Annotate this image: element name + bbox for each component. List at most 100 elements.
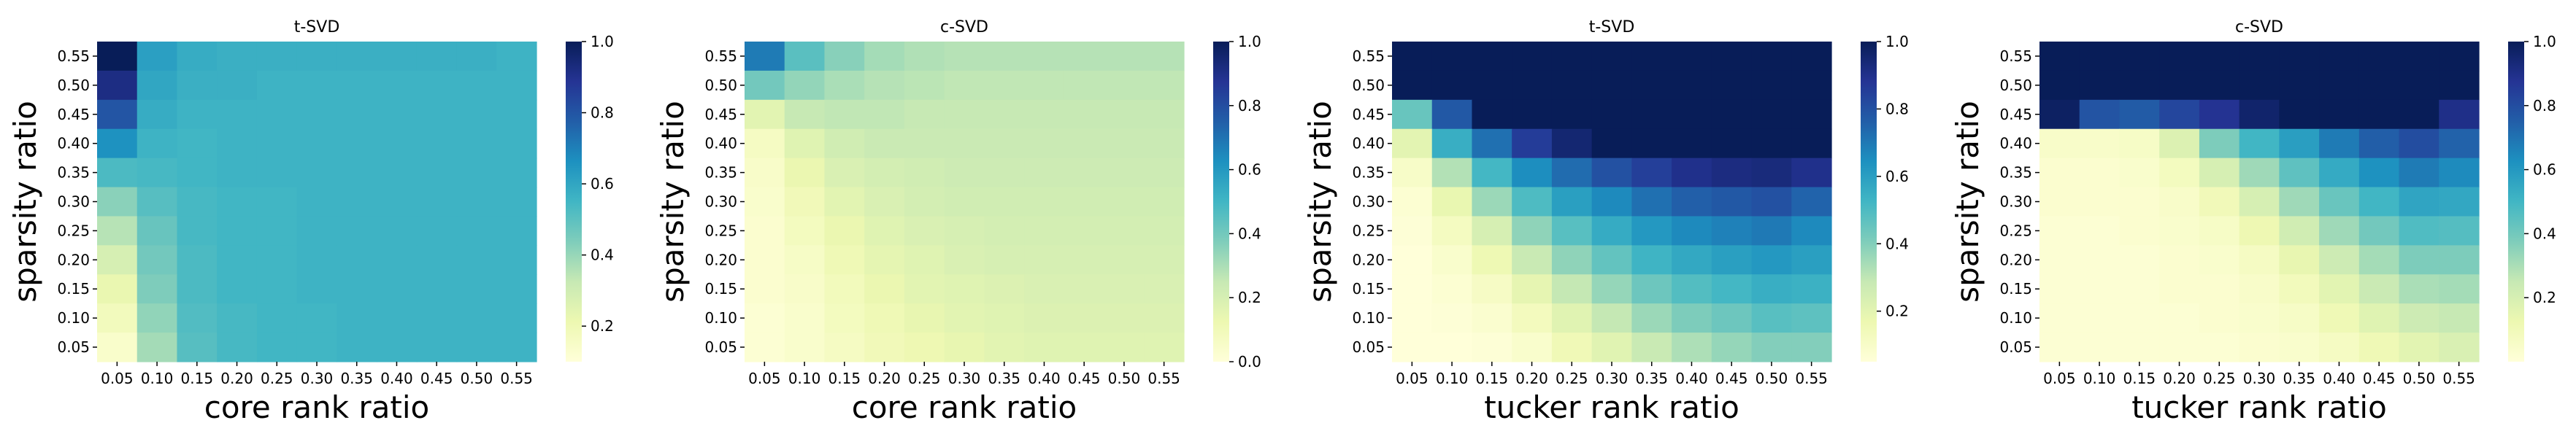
heatmap-cell [137, 245, 178, 275]
heatmap-cell [496, 245, 537, 275]
heatmap-cell [177, 245, 218, 275]
heatmap-cell [1791, 187, 1832, 217]
heatmap-cell [864, 187, 905, 217]
heatmap-cell [377, 274, 418, 304]
heatmap-panel-4: c-SVD 0.05 0.10 0.15 0.20 0.25 0.30 0.35 0.40 0.4… [1950, 18, 2556, 425]
y-tick-label: 0.05 [57, 338, 90, 356]
chart-title: c-SVD [940, 18, 988, 36]
heatmap-cell [1551, 128, 1593, 159]
heatmap-cell [2319, 303, 2360, 333]
heatmap-cell [2358, 42, 2400, 71]
x-tick-label: 0.10 [141, 370, 174, 387]
x-axis-label: tucker rank ratio [1484, 389, 1739, 425]
heatmap-cell [2279, 70, 2320, 101]
x-tick-label: 0.15 [181, 370, 214, 387]
heatmap-cell [217, 128, 258, 159]
heatmap-cell [1711, 245, 1753, 275]
heatmap-cell [337, 333, 377, 362]
heatmap-cell [1392, 216, 1433, 246]
heatmap-cell [296, 333, 337, 362]
heatmap-cell [745, 333, 785, 362]
heatmap-cell [2119, 42, 2160, 71]
heatmap-cell [137, 333, 178, 362]
heatmap-cell [177, 128, 218, 159]
heatmap-cell [1472, 42, 1512, 71]
colorbar-tick-label: 0.2 [1885, 303, 1909, 320]
heatmap-cell [1551, 99, 1593, 130]
heatmap-cell [1551, 158, 1593, 188]
heatmap-cell [2199, 187, 2240, 217]
x-tick-label: 0.40 [1028, 370, 1061, 387]
heatmap-cell [177, 274, 218, 304]
heatmap-cell [1631, 128, 1672, 159]
heatmap-cell [2159, 99, 2200, 130]
heatmap-cell [824, 274, 865, 304]
heatmap-cell [1392, 128, 1433, 159]
heatmap-cell [1431, 42, 1473, 71]
colorbar [566, 42, 582, 362]
heatmap-cell [1144, 158, 1185, 188]
heatmap-cell [1104, 216, 1145, 246]
heatmap-cell [2199, 42, 2240, 71]
heatmap-cell [1591, 274, 1632, 304]
heatmap-cell [1472, 128, 1512, 159]
x-tick-label: 0.35 [2283, 370, 2315, 387]
heatmap-cell [864, 70, 905, 101]
heatmap-cell [2279, 42, 2320, 71]
heatmap-cell [2239, 274, 2280, 304]
heatmap-cell [337, 99, 377, 130]
heatmap-cell [904, 128, 945, 159]
heatmap-cell [984, 216, 1025, 246]
heatmap-cell [2399, 245, 2439, 275]
colorbar-tick-label: 0.2 [591, 317, 614, 335]
heatmap-cell [745, 42, 785, 71]
heatmap-cell [1024, 274, 1065, 304]
y-tick-label: 0.45 [1352, 106, 1385, 123]
heatmap-cell [1751, 42, 1792, 71]
y-tick-label: 0.35 [57, 164, 90, 182]
heatmap-cell [2319, 70, 2360, 101]
heatmap-cell [2159, 128, 2200, 159]
heatmap-cell [784, 70, 826, 101]
heatmap-cell [217, 42, 258, 71]
heatmap-cell [1064, 158, 1105, 188]
heatmap-cell [97, 274, 138, 304]
heatmap-cell [1791, 99, 1832, 130]
heatmap-cell [1144, 303, 1185, 333]
heatmap-cell [1144, 245, 1185, 275]
y-tick-label: 0.40 [1352, 135, 1385, 152]
heatmap-cell [824, 187, 865, 217]
colorbar-tick-label: 1.0 [1238, 33, 1261, 50]
y-tick-label: 0.50 [704, 77, 737, 94]
heatmap-panel-2: c-SVD 0.05 0.10 0.15 0.20 0.25 0.30 0.35 0.40 0.4… [655, 18, 1261, 425]
heatmap-cell [984, 245, 1025, 275]
y-axis-label: sparsity ratio [655, 101, 691, 303]
heatmap-cell [2079, 99, 2121, 130]
heatmap-cell [177, 187, 218, 217]
colorbar-tick-label: 0.6 [2533, 161, 2556, 179]
heatmap-cell [1631, 333, 1672, 362]
heatmap-cell [2039, 42, 2080, 71]
heatmap-cell [864, 99, 905, 130]
heatmap-cell [864, 216, 905, 246]
heatmap-cell [1431, 128, 1473, 159]
heatmap-cell [137, 70, 178, 101]
y-axis-label: sparsity ratio [1950, 101, 1985, 303]
heatmap-cell [177, 99, 218, 130]
heatmap-cell [256, 303, 298, 333]
heatmap-cell [904, 187, 945, 217]
heatmap-cell [784, 99, 826, 130]
heatmap-cell [496, 216, 537, 246]
x-tick-label: 0.20 [1515, 370, 1548, 387]
heatmap-cell [1392, 187, 1433, 217]
heatmap-cell [256, 274, 298, 304]
heatmap-cell [1591, 333, 1632, 362]
heatmap-cell [1144, 70, 1185, 101]
heatmap-cell [784, 128, 826, 159]
heatmap-cell [2439, 245, 2480, 275]
heatmap-cell [177, 42, 218, 71]
heatmap-cell [2439, 274, 2480, 304]
y-tick-label: 0.40 [704, 135, 737, 152]
heatmap-cell [1512, 42, 1553, 71]
heatmap-cell [2039, 99, 2080, 130]
